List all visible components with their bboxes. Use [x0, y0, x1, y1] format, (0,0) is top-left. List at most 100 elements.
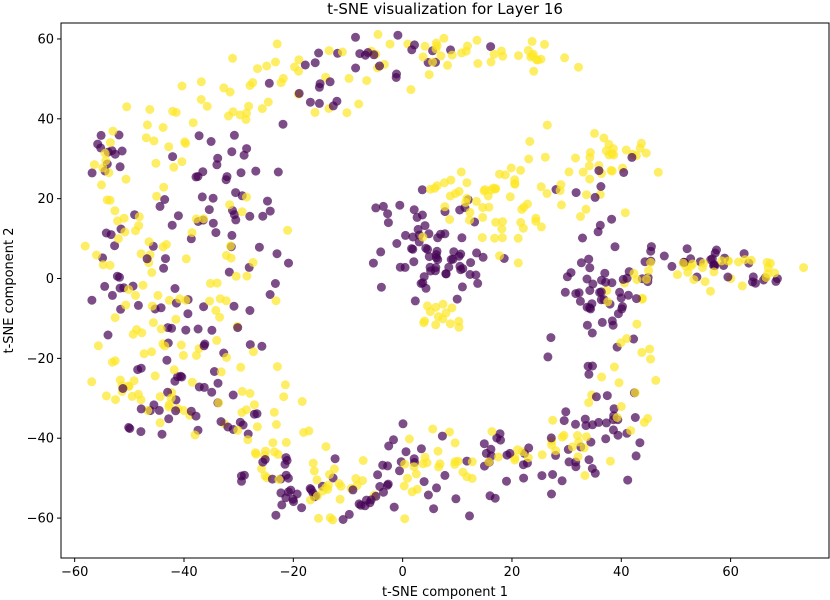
scatter-point-class-1	[576, 212, 585, 221]
scatter-point-class-1	[149, 136, 159, 146]
scatter-point-class-0	[594, 417, 604, 427]
scatter-point-class-0	[571, 188, 581, 198]
scatter-point-class-1	[110, 356, 120, 366]
scatter-point-class-1	[325, 470, 334, 479]
scatter-point-class-0	[213, 153, 223, 163]
scatter-point-class-0	[224, 267, 234, 277]
scatter-point-class-1	[447, 50, 457, 60]
scatter-point-class-0	[117, 146, 127, 156]
scatter-point-class-1	[678, 258, 688, 268]
scatter-point-class-1	[433, 446, 443, 456]
scatter-point-class-0	[236, 168, 246, 178]
scatter-point-class-0	[199, 302, 209, 312]
scatter-point-class-1	[420, 316, 430, 326]
scatter-point-class-1	[148, 318, 158, 328]
scatter-point-class-1	[406, 85, 416, 95]
scatter-point-class-1	[709, 267, 719, 277]
scatter-point-class-0	[437, 431, 447, 441]
scatter-point-class-1	[472, 35, 482, 45]
scatter-point-class-0	[100, 281, 110, 291]
scatter-point-class-1	[689, 275, 699, 285]
scatter-point-class-0	[207, 325, 217, 335]
scatter-point-class-0	[310, 58, 320, 68]
scatter-point-class-0	[401, 230, 410, 240]
scatter-point-class-1	[155, 418, 165, 428]
scatter-point-class-1	[582, 190, 591, 200]
scatter-point-class-1	[127, 391, 137, 401]
scatter-point-class-1	[765, 258, 775, 268]
scatter-point-class-0	[314, 98, 324, 108]
scatter-point-class-0	[211, 228, 221, 238]
scatter-point-class-1	[271, 296, 281, 306]
scatter-point-class-1	[351, 474, 361, 483]
x-tick-label: 40	[613, 565, 630, 580]
scatter-point-class-0	[502, 450, 512, 460]
scatter-point-class-1	[199, 214, 208, 224]
scatter-point-class-0	[314, 48, 324, 58]
scatter-point-class-0	[547, 489, 556, 499]
scatter-point-class-0	[398, 419, 408, 429]
scatter-point-class-0	[183, 309, 193, 319]
scatter-point-class-1	[263, 97, 273, 107]
scatter-point-class-1	[632, 319, 642, 329]
scatter-point-class-0	[142, 254, 152, 264]
scatter-point-class-0	[392, 239, 402, 248]
scatter-point-class-0	[101, 228, 111, 238]
scatter-point-class-1	[422, 301, 432, 311]
scatter-point-class-1	[646, 258, 656, 267]
scatter-point-class-1	[799, 263, 809, 273]
scatter-point-class-1	[139, 349, 149, 359]
scatter-point-class-0	[305, 97, 315, 107]
scatter-point-class-1	[462, 178, 472, 188]
scatter-point-class-1	[225, 200, 235, 210]
scatter-point-class-1	[491, 217, 501, 227]
scatter-point-class-1	[465, 207, 475, 217]
scatter-point-class-1	[506, 163, 516, 173]
scatter-point-class-1	[606, 165, 616, 175]
scatter-point-class-0	[229, 301, 239, 311]
scatter-point-class-1	[306, 495, 315, 505]
scatter-point-class-1	[484, 457, 494, 467]
scatter-point-class-0	[608, 320, 618, 330]
scatter-point-class-1	[211, 305, 221, 315]
scatter-point-class-1	[205, 278, 215, 288]
scatter-point-class-1	[226, 253, 236, 263]
scatter-point-class-0	[378, 460, 388, 470]
scatter-point-class-1	[620, 208, 630, 218]
y-tick-label: −60	[27, 512, 54, 527]
scatter-point-class-1	[196, 95, 206, 104]
scatter-point-class-1	[334, 479, 344, 488]
scatter-point-class-1	[236, 362, 246, 372]
scatter-point-class-1	[770, 268, 780, 278]
scatter-point-class-1	[271, 420, 281, 429]
plot-frame	[60, 22, 830, 559]
scatter-point-class-1	[276, 78, 286, 88]
scatter-point-class-0	[748, 277, 757, 287]
scatter-point-class-1	[160, 341, 170, 351]
scatter-point-class-1	[113, 234, 123, 244]
scatter-point-class-1	[399, 481, 409, 491]
scatter-point-class-0	[524, 443, 534, 453]
scatter-point-class-1	[231, 271, 241, 281]
scatter-point-class-1	[581, 204, 591, 214]
scatter-point-class-0	[395, 200, 405, 210]
scatter-point-class-1	[605, 456, 615, 466]
scatter-point-class-1	[242, 271, 252, 281]
scatter-point-class-0	[496, 435, 505, 445]
scatter-point-class-1	[271, 57, 280, 67]
scatter-point-class-0	[168, 152, 178, 162]
scatter-point-class-0	[610, 242, 620, 252]
scatter-point-class-1	[641, 148, 651, 158]
scatter-point-class-1	[573, 431, 582, 440]
scatter-point-class-0	[631, 451, 641, 461]
scatter-point-class-0	[607, 214, 617, 224]
scatter-point-class-0	[278, 119, 288, 129]
scatter-point-class-1	[537, 450, 547, 460]
scatter-point-class-0	[159, 263, 169, 273]
scatter-point-class-1	[573, 452, 583, 462]
scatter-point-class-0	[252, 409, 262, 419]
scatter-point-class-1	[176, 340, 186, 350]
scatter-point-class-0	[602, 391, 612, 401]
scatter-point-class-1	[457, 48, 467, 58]
